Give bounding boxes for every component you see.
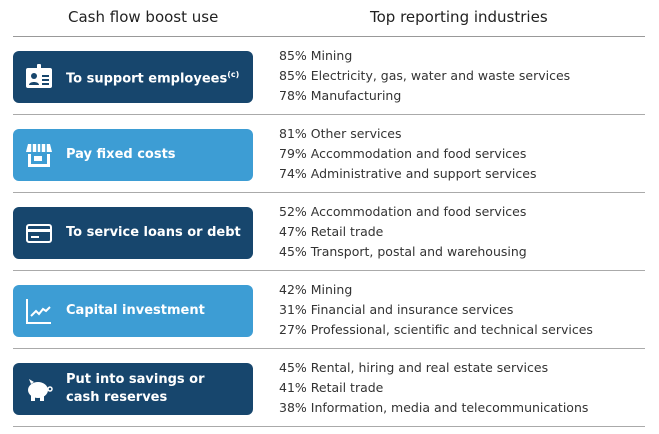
list-item: 38% Information, media and telecommunica… [279, 400, 589, 415]
list-item: 78% Manufacturing [279, 88, 402, 103]
industry-list: 45% Rental, hiring and real estate servi… [279, 358, 588, 418]
id-badge-icon [26, 64, 52, 88]
divider [13, 270, 645, 271]
list-item: 47% Retail trade [279, 224, 384, 239]
use-box: To support employees(c) [13, 51, 253, 103]
line-chart-icon [26, 299, 51, 324]
list-item: 31% Financial and insurance services [279, 302, 514, 317]
divider [13, 114, 645, 115]
list-item: 42% Mining [279, 282, 353, 297]
industry-list: 52% Accommodation and food services 47% … [279, 202, 527, 262]
row-pay-fixed-costs: Pay fixed costs 81% Other services 79% A… [13, 115, 645, 193]
list-item: 79% Accommodation and food services [279, 146, 527, 161]
list-item: 27% Professional, scientific and technic… [279, 322, 593, 337]
use-box: To service loans or debt [13, 207, 253, 259]
use-label: Pay fixed costs [66, 147, 176, 162]
divider [13, 348, 645, 349]
row-service-loans: To service loans or debt 52% Accommodati… [13, 193, 645, 271]
use-label: To service loans or debt [66, 225, 241, 240]
list-item: 81% Other services [279, 126, 402, 141]
row-savings: Put into savings or cash reserves 45% Re… [13, 349, 645, 427]
row-capital-investment: Capital investment 42% Mining 31% Financ… [13, 271, 645, 349]
industry-list: 81% Other services 79% Accommodation and… [279, 124, 536, 184]
use-label: To support employees(c) [66, 69, 240, 87]
list-item: 52% Accommodation and food services [279, 204, 527, 219]
list-item: 41% Retail trade [279, 380, 384, 395]
divider [13, 426, 645, 427]
credit-card-icon [26, 224, 52, 243]
divider [13, 192, 645, 193]
row-support-employees: To support employees(c) 85% Mining 85% E… [13, 37, 645, 115]
column-header-industries: Top reporting industries [370, 8, 548, 26]
list-item: 45% Rental, hiring and real estate servi… [279, 360, 549, 375]
use-box: Capital investment [13, 285, 253, 337]
column-header-use: Cash flow boost use [68, 8, 219, 26]
list-item: 74% Administrative and support services [279, 166, 537, 181]
industry-list: 85% Mining 85% Electricity, gas, water a… [279, 46, 570, 106]
use-box: Put into savings or cash reserves [13, 363, 253, 415]
piggy-bank-icon [28, 379, 53, 401]
list-item: 85% Electricity, gas, water and waste se… [279, 68, 571, 83]
list-item: 45% Transport, postal and warehousing [279, 244, 527, 259]
use-label: Capital investment [66, 303, 205, 318]
storefront-icon [26, 144, 52, 167]
industry-list: 42% Mining 31% Financial and insurance s… [279, 280, 593, 340]
use-label: Put into savings or cash reserves [66, 372, 205, 405]
list-item: 85% Mining [279, 48, 353, 63]
divider [13, 36, 645, 37]
use-box: Pay fixed costs [13, 129, 253, 181]
